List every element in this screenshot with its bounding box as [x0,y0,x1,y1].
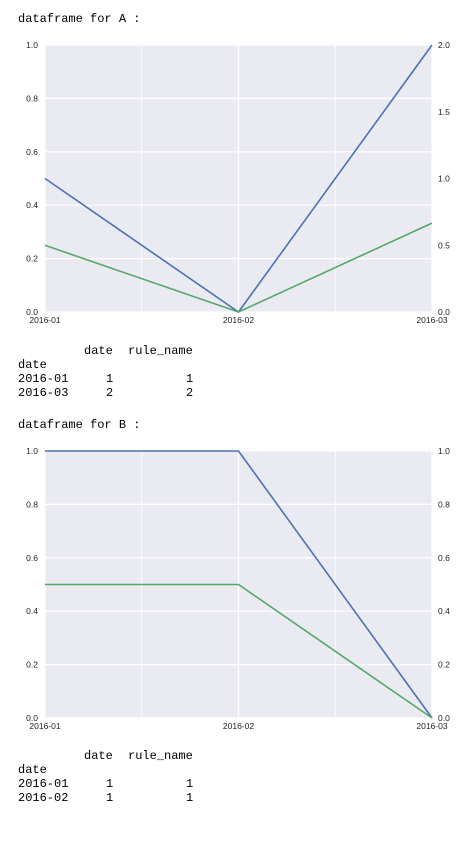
index-name-row: date [18,358,47,372]
y-right-tick-label: 0.4 [438,606,450,616]
column-header-rule-name: rule_name [128,344,193,358]
column-header-date: date [84,749,113,763]
x-tick-label: 2016-03 [416,315,447,325]
y-right-tick-label: 0.8 [438,499,450,509]
y-left-tick-label: 1.0 [26,40,38,50]
heading-a: dataframe for A : [18,12,141,26]
y-right-tick-label: 0.5 [438,240,450,250]
table-header: date rule_name [18,344,193,358]
y-right-tick-label: 1.5 [438,107,450,117]
row-index: 2016-01 [18,777,69,791]
cell-rule-name: 1 [186,791,194,805]
y-left-tick-label: 0.0 [26,713,38,723]
index-name: date [18,763,47,777]
index-name-row: date [18,763,47,777]
table-header: date rule_name [18,749,193,763]
x-tick-label: 2016-01 [29,315,60,325]
row-index: 2016-01 [18,372,69,386]
table-row: 2016-01 1 1 [18,372,193,386]
column-header-rule-name: rule_name [128,749,193,763]
cell-date: 1 [106,372,114,386]
row-index: 2016-02 [18,791,69,805]
series-line-2 [45,583,433,719]
x-tick-label: 2016-03 [416,721,447,731]
y-left-tick-label: 0.6 [26,147,38,157]
heading-b: dataframe for B : [18,418,141,432]
cell-rule-name: 1 [186,777,194,791]
y-left-tick-label: 0.6 [26,553,38,563]
table-row: 2016-01 1 1 [18,777,193,791]
table-row: 2016-03 2 2 [18,386,193,400]
y-right-tick-label: 0.0 [438,307,450,317]
y-right-tick-label: 1.0 [438,446,450,456]
y-right-tick-label: 0.2 [438,660,450,670]
cell-rule-name: 2 [186,386,194,400]
cell-date: 1 [106,777,114,791]
x-tick-label: 2016-02 [223,315,254,325]
y-left-tick-label: 0.8 [26,93,38,103]
y-right-tick-label: 0.6 [438,553,450,563]
y-left-tick-label: 0.2 [26,254,38,264]
cell-date: 1 [106,791,114,805]
index-name: date [18,358,47,372]
series-line-1 [45,450,433,719]
y-right-tick-label: 2.0 [438,40,450,50]
y-left-tick-label: 0.2 [26,660,38,670]
series-line-2 [44,222,433,313]
chart-a: 0.0 0.2 0.4 0.6 0.8 1.0 0.0 0.5 1.0 1.5 2.0 2016-01… [26,40,450,325]
table-b: date rule_name date 2016-01 1 1 2016-02 … [18,749,193,805]
row-index: 2016-03 [18,386,69,400]
cell-date: 2 [106,386,114,400]
y-left-tick-label: 0.4 [26,200,38,210]
y-left-tick-label: 0.4 [26,606,38,616]
y-right-tick-label: 1.0 [438,174,450,184]
table-a: date rule_name date 2016-01 1 1 2016-03 … [18,344,193,400]
table-row: 2016-02 1 1 [18,791,193,805]
cell-rule-name: 1 [186,372,194,386]
y-right-tick-label: 0.0 [438,713,450,723]
chart-b: 0.0 0.2 0.4 0.6 0.8 1.0 0.0 0.2 0.4 0.6 0.8 1.0 2016… [26,446,450,731]
x-tick-label: 2016-02 [223,721,254,731]
y-left-tick-label: 1.0 [26,446,38,456]
y-left-tick-label: 0.8 [26,499,38,509]
y-left-tick-label: 0.0 [26,307,38,317]
x-tick-label: 2016-01 [29,721,60,731]
column-header-date: date [84,344,113,358]
